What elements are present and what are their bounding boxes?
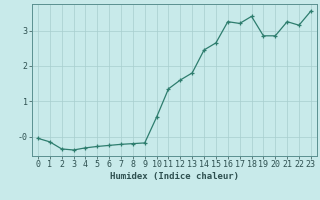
X-axis label: Humidex (Indice chaleur): Humidex (Indice chaleur) [110,172,239,181]
